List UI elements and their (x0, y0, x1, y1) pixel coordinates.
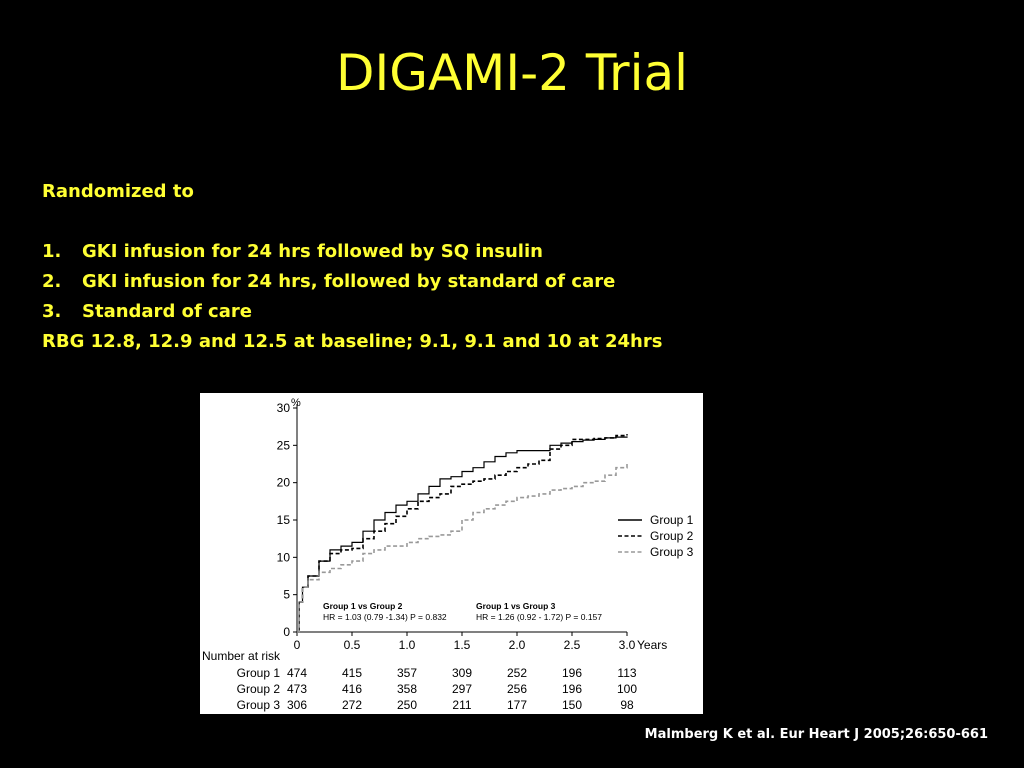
risk-table-cell: 113 (617, 666, 636, 680)
y-tick-label: 0 (283, 625, 290, 639)
risk-table-cell: 357 (397, 666, 417, 680)
y-tick-label: 5 (283, 588, 290, 602)
item-text: Standard of care (82, 301, 252, 322)
annotation-heading: Group 1 vs Group 2 (323, 601, 403, 611)
x-axis-label: Years (637, 638, 667, 652)
x-tick-label: 0 (294, 638, 301, 652)
slide-title: DIGAMI-2 Trial (335, 44, 688, 102)
legend-label: Group 1 (650, 513, 694, 527)
group-list-item: 1. GKI infusion for 24 hrs followed by S… (42, 237, 662, 267)
risk-table-cell: 309 (452, 666, 472, 680)
risk-table-cell: 256 (507, 682, 527, 696)
item-text: GKI infusion for 24 hrs, followed by sta… (82, 271, 616, 292)
chart-svg: 0 5 10 15 20 25 30 % 0 0.5 1.0 1.5 2.0 2.5 3.0 Years Gro… (202, 397, 694, 712)
risk-table-cell: 272 (342, 698, 362, 712)
risk-table-cell: 250 (397, 698, 417, 712)
risk-table-group: Group 3 (237, 698, 281, 712)
series-line-group-3 (297, 464, 628, 633)
annotation-text: HR = 1.03 (0.79 -1.34) P = 0.832 (323, 612, 447, 622)
risk-table-cell: 474 (287, 666, 307, 680)
kaplan-meier-chart: 0 5 10 15 20 25 30% 0 0.5 1.0 1.5 2.0 2.5 3.0 Years Gro… (200, 393, 703, 714)
y-tick-label: 10 (277, 550, 291, 564)
risk-table-group: Group 2 (237, 682, 281, 696)
risk-table-cell: 211 (452, 698, 471, 712)
legend-label: Group 2 (650, 529, 694, 543)
group-list-item: 3. Standard of care (42, 297, 662, 327)
risk-table-group: Group 1 (237, 666, 281, 680)
y-axis-label: % (291, 397, 301, 409)
glucose-note: RBG 12.8, 12.9 and 12.5 at baseline; 9.1… (42, 331, 663, 352)
risk-table-cell: 297 (452, 682, 472, 696)
x-tick-label: 2.5 (564, 638, 581, 652)
y-tick-label: 30 (277, 401, 291, 415)
risk-table-cell: 415 (342, 666, 362, 680)
citation: Malmberg K et al. Eur Heart J 2005;26:65… (644, 727, 988, 742)
risk-table-cell: 177 (507, 698, 527, 712)
x-tick-label: 3.0 (619, 638, 636, 652)
slide-body: Randomized to 1. GKI infusion for 24 hrs… (42, 177, 662, 357)
risk-table-cell: 98 (620, 698, 634, 712)
x-tick-label: 2.0 (509, 638, 526, 652)
risk-table-heading: Number at risk (202, 649, 281, 663)
annotation-heading: Group 1 vs Group 3 (476, 601, 556, 611)
risk-table-cell: 416 (342, 682, 362, 696)
risk-table-cell: 150 (562, 698, 582, 712)
risk-table-cell: 252 (507, 666, 527, 680)
y-tick-label: 25 (277, 438, 291, 452)
annotation-text: HR = 1.26 (0.92 - 1.72) P = 0.157 (476, 612, 602, 622)
risk-table-cell: 100 (617, 682, 637, 696)
x-tick-label: 0.5 (344, 638, 361, 652)
group-list: 1. GKI infusion for 24 hrs followed by S… (42, 237, 662, 327)
item-number: 2. (42, 271, 62, 292)
legend-label: Group 3 (650, 545, 694, 559)
item-text: GKI infusion for 24 hrs followed by SQ i… (82, 241, 543, 262)
risk-table-cell: 473 (287, 682, 307, 696)
item-number: 3. (42, 301, 62, 322)
series-line-group-2 (297, 434, 628, 633)
randomized-heading: Randomized to (42, 181, 194, 202)
y-tick-label: 20 (277, 476, 291, 490)
risk-table-cell: 196 (562, 682, 582, 696)
spacer (42, 207, 662, 237)
risk-table-cell: 306 (287, 698, 307, 712)
y-tick-label: 15 (277, 513, 291, 527)
group-list-item: 2. GKI infusion for 24 hrs, followed by … (42, 267, 662, 297)
x-tick-label: 1.0 (399, 638, 416, 652)
risk-table-cell: 196 (562, 666, 582, 680)
risk-table-cell: 358 (397, 682, 417, 696)
item-number: 1. (42, 241, 62, 262)
x-tick-label: 1.5 (454, 638, 471, 652)
